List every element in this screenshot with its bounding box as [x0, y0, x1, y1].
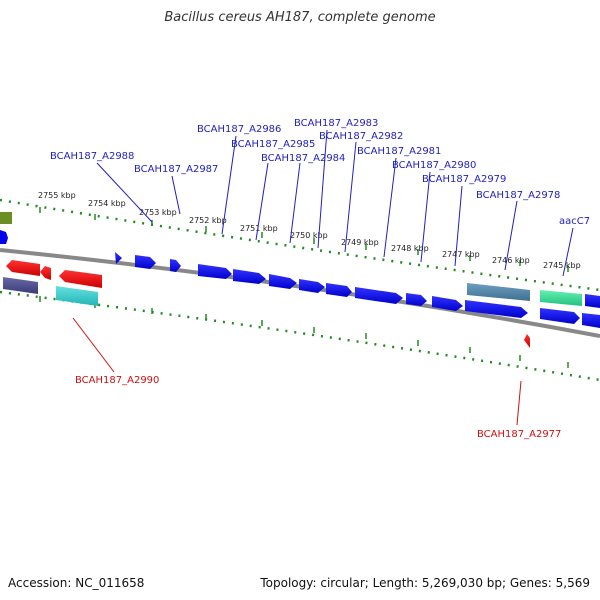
kbp-label: 2751 kbp	[240, 224, 278, 233]
kbp-label: 2747 kbp	[442, 250, 480, 259]
forward-strand-genes	[115, 252, 600, 328]
kbp-label: 2755 kbp	[38, 191, 76, 200]
gene-forward-a2988[interactable]	[135, 255, 156, 269]
map-title: Bacillus cereus AH187, complete genome	[164, 10, 436, 25]
gene-forward-a2980[interactable]	[432, 296, 463, 311]
gene-label-bcah187-a2983[interactable]: BCAH187_A2983	[294, 118, 378, 129]
gene-label-bcah187-a2984[interactable]: BCAH187_A2984	[261, 153, 345, 164]
gene-forward-a2978[interactable]	[540, 308, 580, 324]
gene-forward-small[interactable]	[115, 252, 122, 264]
gene-feature-aacC7[interactable]	[540, 290, 582, 306]
gene-label-bcah187-a2978[interactable]: BCAH187_A2978	[476, 190, 560, 201]
gene-forward-a2984[interactable]	[299, 279, 325, 293]
gene-forward-partial[interactable]	[0, 230, 8, 244]
topology-text: Topology: circular; Length: 5,269,030 bp…	[260, 576, 590, 590]
gene-label-bcah187-a2986[interactable]: BCAH187_A2986	[197, 124, 281, 135]
accession-text: Accession: NC_011658	[8, 576, 145, 590]
gene-forward-a2982[interactable]	[355, 287, 403, 304]
gene-feature-olive[interactable]	[0, 212, 12, 224]
gene-label-aacc7[interactable]: aacC7	[559, 216, 590, 227]
gene-forward-edge-2[interactable]	[585, 294, 600, 308]
gene-forward-a2987[interactable]	[198, 264, 232, 279]
gene-reverse-a2977[interactable]	[524, 334, 530, 348]
kbp-label: 2753 kbp	[139, 208, 177, 217]
gene-feature-steel[interactable]	[467, 283, 530, 301]
kbp-label: 2745 kbp	[543, 261, 581, 270]
kbp-label: 2750 kbp	[290, 231, 328, 240]
bottom-gene-labels: BCAH187_A2990 BCAH187_A2977	[75, 375, 561, 440]
gene-label-bcah187-a2987[interactable]: BCAH187_A2987	[134, 164, 218, 175]
kbp-label: 2748 kbp	[391, 244, 429, 253]
kbp-labels: 2755 kbp 2754 kbp 2753 kbp 2752 kbp 2751 kbp…	[38, 191, 581, 270]
gene-reverse-1[interactable]	[6, 260, 40, 276]
gene-label-bcah187-a2988[interactable]: BCAH187_A2988	[50, 151, 134, 162]
inner-tick-ring	[0, 290, 600, 382]
gene-label-bcah187-a2981[interactable]: BCAH187_A2981	[357, 146, 441, 157]
gene-label-bcah187-a2980[interactable]: BCAH187_A2980	[392, 160, 476, 171]
gene-feature-navy[interactable]	[3, 277, 38, 294]
gene-label-bcah187-a2982[interactable]: BCAH187_A2982	[319, 131, 403, 142]
gene-forward-a2983[interactable]	[326, 283, 352, 297]
gene-forward-a2979[interactable]	[465, 300, 528, 318]
gene-forward-edge[interactable]	[582, 313, 600, 328]
gene-reverse-2[interactable]	[40, 266, 51, 280]
kbp-label: 2754 kbp	[88, 199, 126, 208]
outer-major-ticks	[39, 207, 569, 272]
gene-label-bcah187-a2979[interactable]: BCAH187_A2979	[422, 174, 506, 185]
kbp-label: 2746 kbp	[492, 256, 530, 265]
gene-label-bcah187-a2977[interactable]: BCAH187_A2977	[477, 429, 561, 440]
top-leader-lines	[96, 129, 574, 277]
kbp-label: 2752 kbp	[189, 216, 227, 225]
gene-label-bcah187-a2985[interactable]: BCAH187_A2985	[231, 139, 315, 150]
gene-forward-a2986[interactable]	[233, 269, 266, 284]
gene-forward-small-2[interactable]	[170, 259, 181, 272]
reverse-strand-genes	[6, 260, 530, 348]
gene-reverse-3[interactable]	[59, 270, 102, 288]
gene-forward-a2985[interactable]	[269, 274, 297, 289]
kbp-label: 2749 kbp	[341, 238, 379, 247]
gene-forward-a2981[interactable]	[406, 293, 427, 306]
bottom-leader-lines	[72, 317, 522, 426]
gene-feature-cyan[interactable]	[56, 286, 98, 306]
gene-label-bcah187-a2990[interactable]: BCAH187_A2990	[75, 375, 159, 386]
